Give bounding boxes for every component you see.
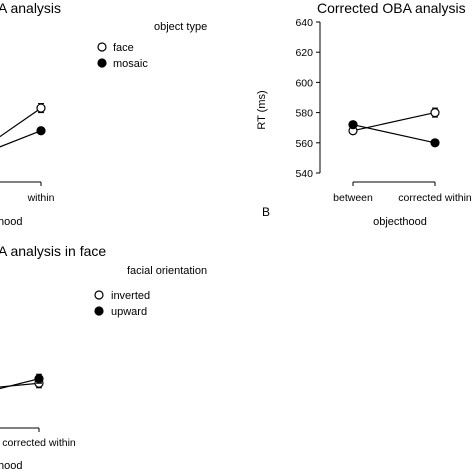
y-tick-label: 540	[295, 168, 313, 180]
legend-open-marker	[94, 290, 104, 300]
y-tick-label: 620	[295, 47, 313, 59]
legend-label: mosaic	[113, 58, 148, 70]
y-tick-label: 580	[295, 108, 313, 120]
panel-bottom-left: A analysis in face facial orientation in…	[0, 243, 207, 472]
data-point	[34, 374, 44, 384]
plot-area: between corrected within 540 560 580 600 620 64…	[295, 17, 471, 204]
y-tick-label: 640	[295, 17, 313, 29]
legend-label: inverted	[111, 290, 150, 302]
y-tick-label: 600	[295, 77, 313, 89]
panel-top-right: Corrected OBA analysis RT (ms) between co…	[256, 0, 472, 228]
series-line	[0, 382, 40, 388]
x-tick-label: corrected within	[2, 437, 76, 449]
series-line	[0, 130, 42, 148]
panel-title: A analysis	[0, 0, 61, 16]
legend-title: object type	[154, 21, 207, 33]
series-line	[352, 124, 436, 144]
x-axis-label: objecthood	[373, 216, 427, 228]
panel-title: Corrected OBA analysis	[317, 0, 466, 16]
data-point	[36, 103, 46, 113]
y-tick-label: 560	[295, 138, 313, 150]
series-line	[0, 378, 40, 390]
x-axis-label: hood	[0, 216, 22, 228]
data-point	[36, 126, 46, 136]
x-tick-label: within	[27, 192, 55, 204]
panel-title: A analysis in face	[0, 243, 106, 259]
y-axis-label: RT (ms)	[256, 90, 268, 129]
data-point	[430, 107, 440, 118]
panel-letter: B	[262, 205, 270, 219]
plot-area: within	[0, 103, 55, 204]
x-tick-label: between	[333, 192, 373, 204]
data-point	[348, 120, 358, 130]
series-line	[0, 107, 42, 138]
legend-filled-marker	[97, 58, 107, 68]
data-point	[430, 138, 440, 148]
legend-label: upward	[111, 306, 147, 318]
legend-label: face	[113, 42, 134, 54]
legend-title: facial orientation	[127, 265, 207, 277]
legend-open-marker	[97, 42, 107, 52]
legend-filled-marker	[94, 306, 104, 316]
panel-top-left: A analysis object type face mosaic withi…	[0, 0, 207, 228]
x-axis-label: hood	[0, 460, 22, 472]
x-tick-label: corrected within	[398, 192, 472, 204]
plot-area: corrected within	[0, 373, 76, 449]
